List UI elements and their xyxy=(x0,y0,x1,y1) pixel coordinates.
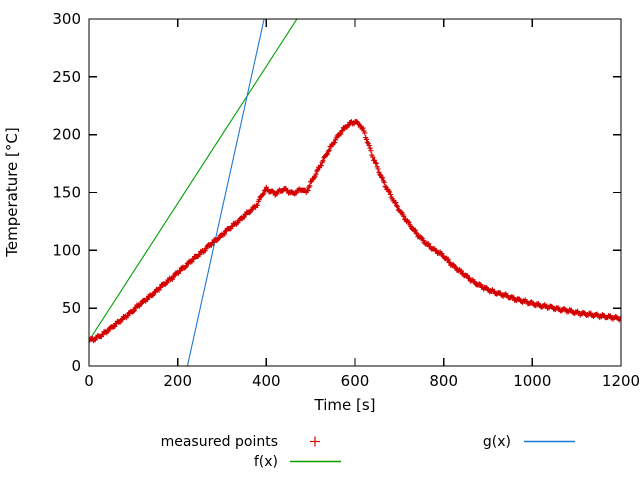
x-tick-labels: 0 200 400 600 800 1000 1200 xyxy=(84,372,640,390)
plot-frame xyxy=(88,18,622,367)
series-scatter-measured-points xyxy=(89,118,621,344)
y-tick-label: 250 xyxy=(52,68,81,86)
y-tick-label: 300 xyxy=(52,10,81,28)
x-tick-label: 800 xyxy=(429,372,458,390)
legend-marker-measured-points xyxy=(310,436,320,447)
x-tick-label: 200 xyxy=(163,372,192,390)
y-axis-title: Temperature [°C] xyxy=(3,127,21,257)
series-line-fx xyxy=(89,19,298,341)
legend-label-fx: f(x) xyxy=(254,454,278,470)
x-tick-label: 400 xyxy=(252,372,281,390)
y-tick-label: 0 xyxy=(71,357,81,375)
y-tick-label: 200 xyxy=(52,126,81,144)
x-tick-label: 600 xyxy=(341,372,370,390)
x-axis-title: Time [s] xyxy=(314,396,376,414)
x-axis-ticks xyxy=(88,19,622,366)
legend-label-measured-points: measured points xyxy=(161,434,278,450)
y-tick-label: 150 xyxy=(52,184,81,202)
y-tick-label: 50 xyxy=(62,299,81,317)
y-axis-ticks xyxy=(89,18,621,367)
y-tick-labels: 0 50 100 150 200 250 300 xyxy=(52,10,81,375)
legend-label-gx: g(x) xyxy=(483,434,511,450)
y-tick-label: 100 xyxy=(52,241,81,259)
x-tick-label: 1200 xyxy=(602,372,640,390)
chart-legend: measured points f(x) g(x) xyxy=(161,434,575,470)
series-line-gx xyxy=(186,19,265,366)
x-tick-label: 0 xyxy=(84,372,94,390)
x-tick-label: 1000 xyxy=(513,372,551,390)
